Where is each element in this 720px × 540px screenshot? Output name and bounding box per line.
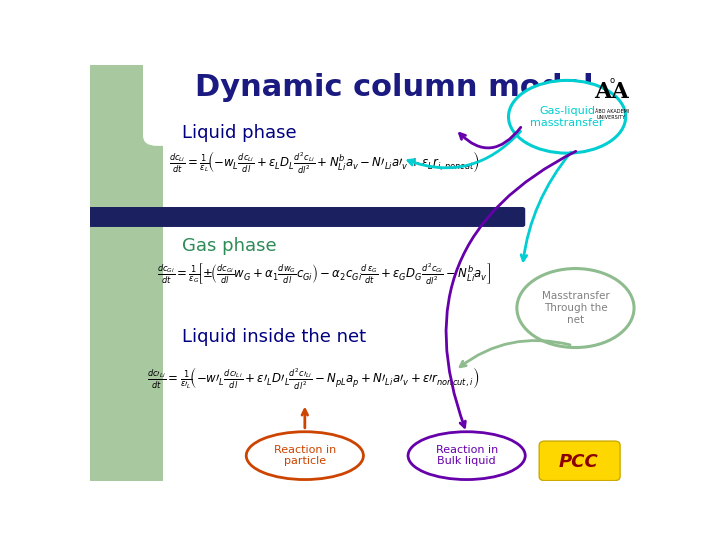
Text: AA: AA [594, 81, 629, 103]
Ellipse shape [508, 80, 626, 153]
Text: ÅBO AKADEMI
UNIVERSITY: ÅBO AKADEMI UNIVERSITY [595, 109, 629, 120]
Text: $\frac{dc\prime_{Li}}{dt} = \frac{1}{\varepsilon\prime_L}\!\left(-w\prime_L\frac: $\frac{dc\prime_{Li}}{dt} = \frac{1}{\va… [147, 366, 480, 392]
Text: Reaction in
Bulk liquid: Reaction in Bulk liquid [436, 445, 498, 467]
Ellipse shape [517, 268, 634, 348]
Text: $\frac{dc_{Li}}{dt} = \frac{1}{\varepsilon_L}\!\left(-w_L\frac{dc_{Li}}{dl} + \v: $\frac{dc_{Li}}{dt} = \frac{1}{\varepsil… [169, 150, 480, 176]
Bar [163, 65, 648, 481]
Text: Gas-liquid
masstransfer: Gas-liquid masstransfer [531, 106, 604, 127]
Text: Liquid inside the net: Liquid inside the net [182, 328, 366, 346]
FancyBboxPatch shape [539, 441, 620, 481]
Text: $\frac{dc_{Gi}}{dt} = \frac{1}{\varepsilon_G}\!\left[\pm\!\left(\frac{dc_{Gi}}{d: $\frac{dc_{Gi}}{dt} = \frac{1}{\varepsil… [158, 262, 491, 287]
Text: Reaction in
particle: Reaction in particle [274, 445, 336, 467]
Bar [90, 65, 163, 481]
Ellipse shape [246, 432, 364, 480]
FancyBboxPatch shape [143, 46, 221, 146]
Text: o: o [609, 76, 614, 85]
Text: PCC: PCC [559, 453, 598, 471]
Text: Masstransfer
Through the
net: Masstransfer Through the net [541, 292, 609, 325]
Ellipse shape [408, 432, 526, 480]
FancyBboxPatch shape [87, 207, 526, 227]
Text: Liquid phase: Liquid phase [182, 124, 297, 143]
Text: Gas phase: Gas phase [182, 237, 276, 255]
Text: Dynamic column model: Dynamic column model [195, 73, 593, 102]
